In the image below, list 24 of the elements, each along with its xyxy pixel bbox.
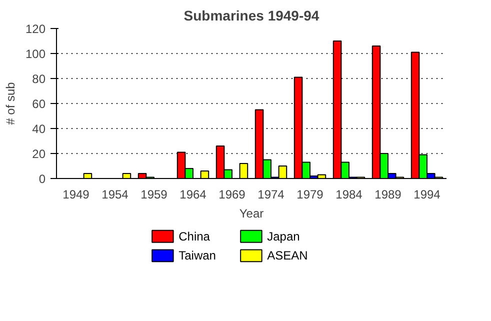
x-tick-label: 1979 bbox=[296, 188, 324, 202]
y-axis-title: # of sub bbox=[3, 82, 18, 125]
y-tick-label: 100 bbox=[25, 47, 46, 61]
y-tick-label: 60 bbox=[32, 97, 46, 111]
y-tick-label: 0 bbox=[38, 172, 46, 186]
x-tick-label: 1989 bbox=[374, 188, 402, 202]
x-tick-label: 1959 bbox=[140, 188, 168, 202]
chart-title: Submarines 1949-94 bbox=[184, 8, 320, 24]
x-tick-label: 1994 bbox=[414, 188, 441, 202]
x-tick-label: 1964 bbox=[180, 188, 207, 202]
legend-label: Taiwan bbox=[178, 248, 216, 263]
x-tick-label: 1949 bbox=[62, 188, 90, 202]
x-tick-label: 1984 bbox=[336, 188, 363, 202]
y-tick-label: 20 bbox=[32, 147, 46, 161]
x-tick-label: 1969 bbox=[218, 188, 246, 202]
x-tick-label: 1954 bbox=[102, 188, 129, 202]
legend-label: ASEAN bbox=[267, 248, 308, 263]
legend-label: China bbox=[178, 229, 210, 244]
y-tick-label: 80 bbox=[32, 72, 46, 86]
legend-label: Japan bbox=[267, 229, 300, 244]
y-tick-label: 40 bbox=[32, 122, 46, 136]
x-tick-label: 1974 bbox=[258, 188, 285, 202]
y-tick-label: 120 bbox=[25, 22, 46, 36]
x-axis-title: Year bbox=[239, 206, 264, 220]
